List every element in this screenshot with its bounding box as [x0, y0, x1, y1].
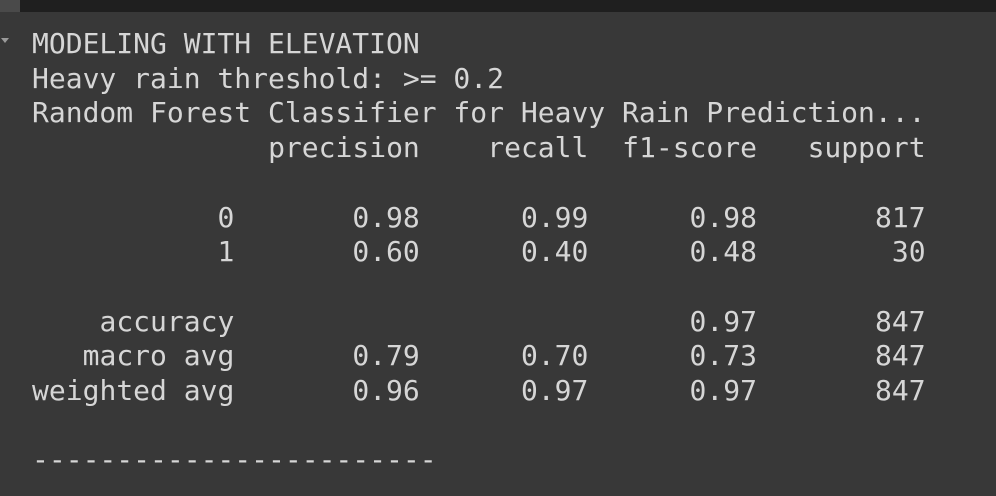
table-cell: 0.98	[689, 200, 757, 234]
row-label: 0	[217, 200, 235, 234]
table-cell: 30	[891, 235, 926, 269]
row-label: macro avg	[82, 339, 235, 373]
top-bar	[0, 0, 996, 12]
table-cell: 847	[875, 304, 926, 338]
row-label: 1	[217, 235, 235, 269]
table-cell: 0.40	[520, 235, 589, 269]
row-label: accuracy	[99, 304, 235, 338]
column-header: f1-score	[622, 131, 757, 165]
table-cell: 0.48	[689, 235, 757, 269]
separator: ------------------------	[32, 443, 437, 477]
table-cell: 0.97	[520, 374, 589, 407]
table-cell: 0.99	[520, 200, 589, 234]
table-cell: 0.79	[352, 339, 420, 373]
column-header: recall	[487, 131, 589, 165]
table-cell: 0.97	[689, 374, 757, 407]
table-cell: 0.73	[689, 339, 757, 373]
table-cell: 0.96	[352, 374, 420, 407]
collapse-arrow[interactable]	[1, 38, 9, 43]
table-cell: 0.70	[520, 339, 589, 373]
row-label: weighted avg	[32, 374, 235, 407]
output-line: Heavy rain threshold: >= 0.2	[32, 61, 505, 95]
output-line: MODELING WITH ELEVATION	[32, 27, 420, 60]
table-cell: 847	[875, 339, 926, 373]
output-line: Random Forest Classifier for Heavy Rain …	[32, 96, 926, 130]
table-cell: 0.60	[352, 235, 420, 269]
table-cell: 847	[875, 374, 926, 407]
table-cell: 0.97	[689, 304, 757, 338]
table-cell: 0.98	[352, 200, 420, 234]
column-header: precision	[268, 131, 420, 165]
column-header: support	[807, 131, 926, 165]
cell-handle[interactable]	[0, 0, 20, 12]
table-cell: 817	[875, 200, 926, 234]
